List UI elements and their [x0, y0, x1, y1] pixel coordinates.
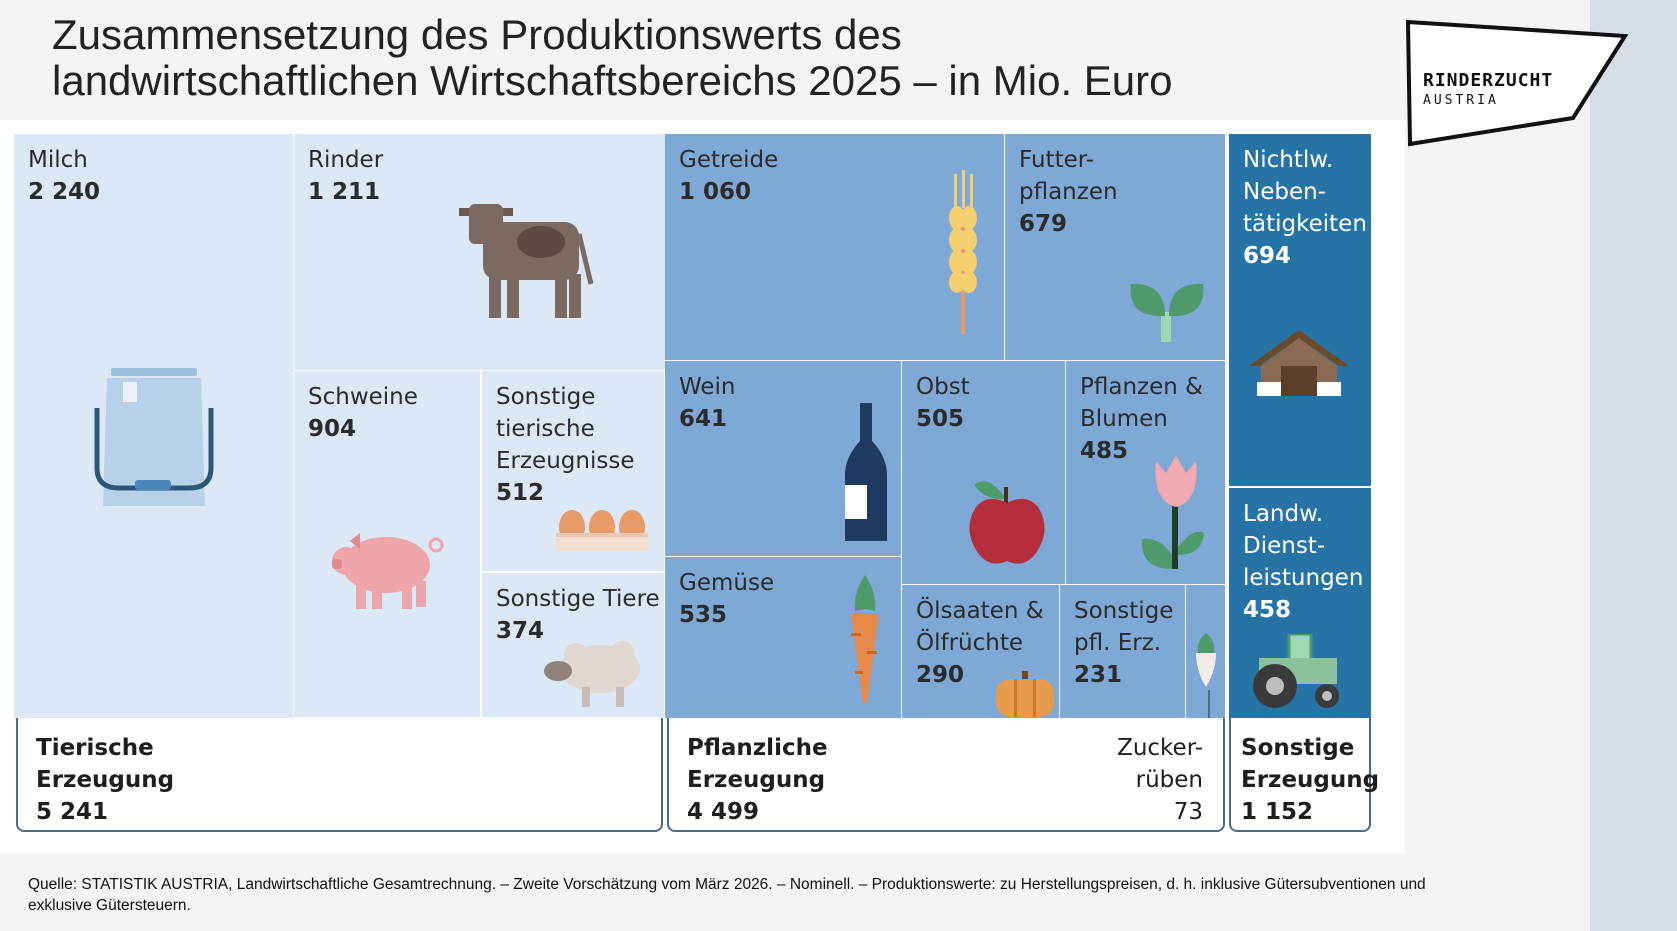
- tile-nichtlw-nebentaetigkeiten: Nichtlw. Neben- tätigkeiten 694: [1229, 134, 1371, 486]
- tile-getreide: Getreide 1 060: [665, 134, 1005, 360]
- tile-label: Sonstige tierische Erzeugnisse: [496, 384, 635, 474]
- sprout-icon: [1130, 283, 1204, 342]
- tile-schweine: Schweine 904: [293, 370, 481, 718]
- tile-value: 904: [308, 416, 357, 442]
- tile-label: Pflanzen & Blumen: [1080, 374, 1204, 432]
- tile-value: 641: [679, 406, 728, 432]
- group-sonstige-erzeugung: Sonstige Erzeugung 1 152: [1229, 718, 1379, 832]
- tile-label: Obst: [916, 374, 970, 400]
- tile-value: 374: [496, 618, 545, 644]
- tile-label: Getreide: [679, 147, 779, 173]
- carrot-icon: [851, 575, 879, 703]
- pumpkin-icon: [996, 671, 1054, 717]
- title-line-1: Zusammensetzung des Produktionswerts des: [52, 11, 902, 58]
- tile-label: Landw. Dienst- leistungen: [1243, 501, 1364, 591]
- zuckerrueben-label: Zucker- rüben: [1117, 735, 1203, 793]
- tile-rinder: Rinder 1 211: [293, 134, 665, 370]
- tile-value: 505: [916, 406, 965, 432]
- tile-value: 485: [1080, 438, 1129, 464]
- tile-zuckerrueben: [1186, 584, 1225, 718]
- tile-label: Nichtlw. Neben- tätigkeiten: [1243, 147, 1367, 237]
- tulip-icon: [1141, 455, 1204, 569]
- tile-label: Wein: [679, 374, 736, 400]
- tile-value: 290: [916, 662, 965, 688]
- pig-icon: [332, 533, 444, 609]
- group-value: 5 241: [36, 799, 109, 825]
- tile-futterpflanzen: Futter- pflanzen 679: [1005, 134, 1225, 360]
- tile-sonstige-tiere: Sonstige Tiere 374: [481, 572, 665, 718]
- wheat-icon: [949, 170, 977, 334]
- tile-sonstige-pfl-erz: Sonstige pfl. Erz. 231: [1060, 584, 1186, 718]
- group-value: 1 152: [1241, 799, 1314, 825]
- source-note: Quelle: STATISTIK AUSTRIA, Landwirtschaf…: [28, 876, 1426, 914]
- house-icon: [1249, 330, 1349, 396]
- sugar-beet-icon: [1196, 633, 1216, 687]
- group-tierische-erzeugung: Tierische Erzeugung 5 241: [16, 718, 663, 832]
- tile-pflanzen-blumen: Pflanzen & Blumen 485: [1066, 360, 1225, 584]
- group-label: Tierische Erzeugung: [36, 735, 175, 793]
- tile-landw-dienstleistungen: Landw. Dienst- leistungen 458: [1229, 486, 1371, 718]
- sheep-icon: [544, 641, 640, 707]
- right-background-band: [1590, 0, 1677, 931]
- tile-label: Gemüse: [679, 570, 775, 596]
- tile-label: Schweine: [308, 384, 418, 410]
- tile-label: Sonstige Tiere: [496, 586, 660, 612]
- tile-value: 2 240: [28, 179, 101, 205]
- title-line-2: landwirtschaftlichen Wirtschaftsbereichs…: [52, 57, 1173, 104]
- tile-milch: Milch 2 240: [14, 134, 293, 718]
- logo-line-2: AUSTRIA: [1423, 93, 1499, 108]
- page-title: Zusammensetzung des Produktionswerts des…: [52, 12, 1173, 104]
- rinderzucht-logo: [1405, 19, 1629, 147]
- tile-label: Rinder: [308, 147, 384, 173]
- wine-bottle-icon: [845, 403, 887, 541]
- tile-obst: Obst 505: [902, 360, 1066, 584]
- tile-label: Milch: [28, 147, 88, 173]
- tile-value: 512: [496, 480, 545, 506]
- eggs-icon: [556, 510, 648, 551]
- group-pflanzliche-erzeugung: Pflanzliche Erzeugung 4 499 Zucker- rüben…: [667, 718, 1225, 832]
- logo-line-1: RINDERZUCHT: [1423, 70, 1554, 91]
- tile-value: 1 060: [679, 179, 752, 205]
- tile-value: 679: [1019, 211, 1068, 237]
- tile-sonstige-tierische-erzeugnisse: Sonstige tierische Erzeugnisse 512: [481, 370, 665, 572]
- group-value: 4 499: [687, 799, 760, 825]
- tile-label: Ölsaaten & Ölfrüchte: [916, 598, 1044, 656]
- tile-value: 458: [1243, 597, 1292, 623]
- tile-value: 1 211: [308, 179, 381, 205]
- zuckerrueben-value: 73: [1173, 799, 1203, 825]
- tile-oelsaaten: Ölsaaten & Ölfrüchte 290: [902, 584, 1060, 718]
- tile-label: Futter- pflanzen: [1019, 147, 1118, 205]
- cow-icon: [459, 204, 594, 318]
- tile-wein: Wein 641: [665, 360, 902, 556]
- tractor-icon: [1253, 634, 1339, 708]
- tile-gemuese: Gemüse 535: [665, 556, 902, 718]
- group-label: Pflanzliche Erzeugung: [687, 735, 828, 793]
- tile-value: 535: [679, 602, 728, 628]
- tile-label: Sonstige pfl. Erz.: [1074, 598, 1174, 656]
- tile-value: 694: [1243, 243, 1292, 269]
- milk-can-icon: [94, 368, 214, 506]
- treemap-panel: Milch 2 240 Rinder 1 211 Schweine 904: [0, 120, 1405, 854]
- group-label: Sonstige Erzeugung: [1241, 735, 1380, 793]
- logo-text: RINDERZUCHT AUSTRIA: [1423, 70, 1553, 108]
- tile-value: 231: [1074, 662, 1123, 688]
- apple-icon: [969, 481, 1045, 564]
